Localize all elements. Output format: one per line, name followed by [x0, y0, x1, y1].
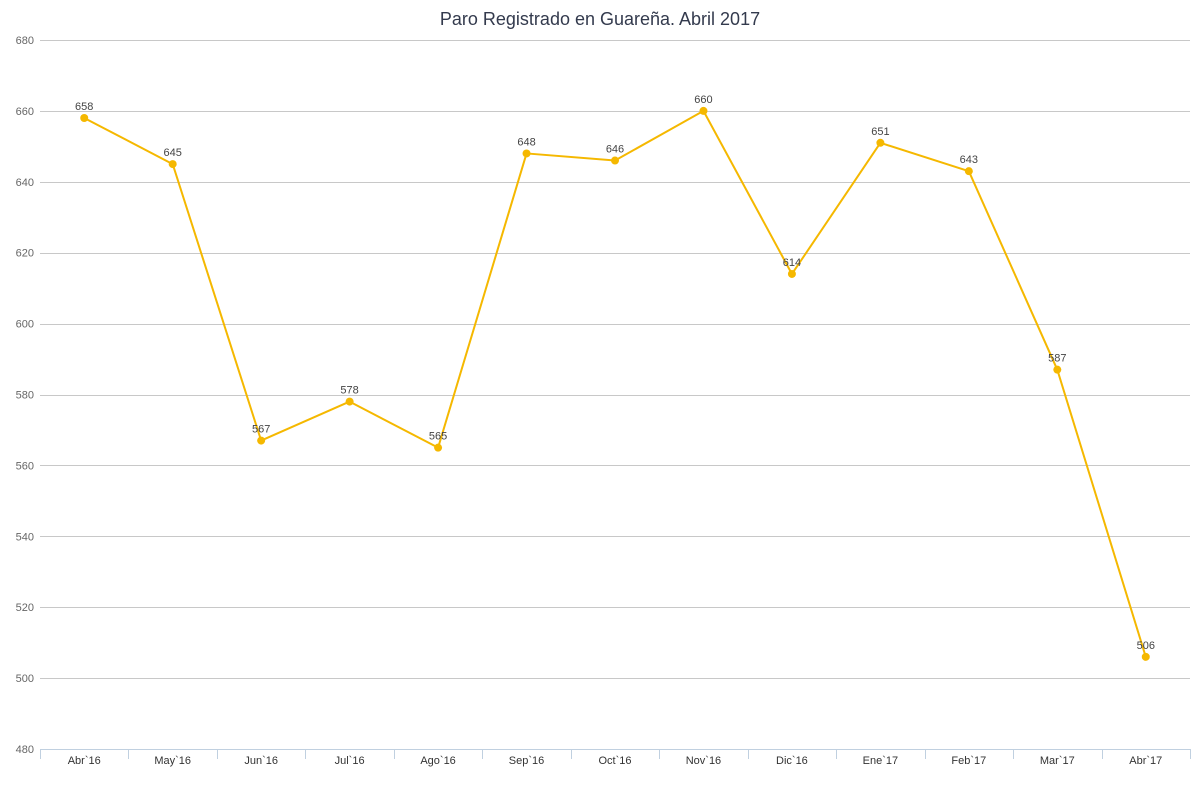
- data-label: 587: [1048, 353, 1066, 365]
- data-point[interactable]: [80, 113, 89, 122]
- data-point[interactable]: [699, 106, 708, 115]
- chart-title: Paro Registrado en Guareña. Abril 2017: [440, 9, 760, 29]
- data-label: 658: [75, 101, 93, 113]
- data-label: 565: [429, 431, 447, 443]
- x-tick-label: Ago`16: [420, 755, 455, 767]
- y-axis: 480 500 520 540 560 580 600 620 640 660 680: [16, 35, 34, 756]
- x-tick-label: Abr`16: [68, 755, 101, 767]
- data-point[interactable]: [964, 167, 973, 176]
- data-point[interactable]: [434, 443, 443, 452]
- x-tick-label: Nov`16: [686, 755, 721, 767]
- x-tick-label: Dic`16: [776, 755, 808, 767]
- x-tick-label: Jul`16: [335, 755, 365, 767]
- grid-layer: [40, 40, 1190, 679]
- y-tick-label: 580: [16, 390, 34, 402]
- data-label: 651: [871, 126, 889, 138]
- x-tick-label: Sep`16: [509, 755, 544, 767]
- x-axis: Abr`16 May`16 Jun`16 Jul`16 Ago`16 Sep`16 Oct`…: [40, 749, 1191, 767]
- data-point[interactable]: [1053, 365, 1062, 374]
- y-tick-label: 560: [16, 460, 34, 472]
- y-tick-label: 620: [16, 248, 34, 260]
- x-tick-label: May`16: [154, 755, 191, 767]
- y-tick-label: 640: [16, 177, 34, 189]
- x-tick-label: Ene`17: [863, 755, 898, 767]
- y-tick-label: 500: [16, 673, 34, 685]
- series-layer: [80, 106, 1150, 661]
- data-point[interactable]: [1141, 652, 1150, 661]
- data-point[interactable]: [257, 436, 266, 445]
- data-point[interactable]: [787, 269, 796, 278]
- y-tick-label: 540: [16, 531, 34, 543]
- x-tick-label: Abr`17: [1129, 755, 1162, 767]
- data-label: 506: [1137, 640, 1155, 652]
- data-point[interactable]: [522, 149, 531, 158]
- data-point[interactable]: [168, 160, 177, 169]
- y-tick-label: 600: [16, 319, 34, 331]
- y-tick-label: 660: [16, 106, 34, 118]
- data-label: 578: [340, 385, 358, 397]
- data-label: 648: [517, 136, 535, 148]
- data-label: 645: [164, 147, 182, 159]
- data-labels: 658 645 567 578 565 648 646 660 614 651 643 587 506: [75, 94, 1155, 652]
- y-tick-label: 680: [16, 35, 34, 47]
- data-point[interactable]: [611, 156, 619, 165]
- data-label: 646: [606, 144, 624, 156]
- data-point[interactable]: [876, 138, 885, 147]
- data-label: 567: [252, 424, 270, 436]
- y-tick-label: 520: [16, 602, 34, 614]
- x-tick-label: Mar`17: [1040, 755, 1075, 767]
- x-tick-label: Jun`16: [244, 755, 278, 767]
- series-line: [83, 109, 1147, 658]
- data-label: 660: [694, 94, 712, 106]
- data-label: 614: [783, 257, 801, 269]
- data-point[interactable]: [345, 397, 354, 406]
- x-tick-label: Oct`16: [598, 755, 631, 767]
- y-tick-label: 480: [16, 744, 34, 756]
- x-tick-label: Feb`17: [951, 755, 986, 767]
- data-label: 643: [960, 154, 978, 166]
